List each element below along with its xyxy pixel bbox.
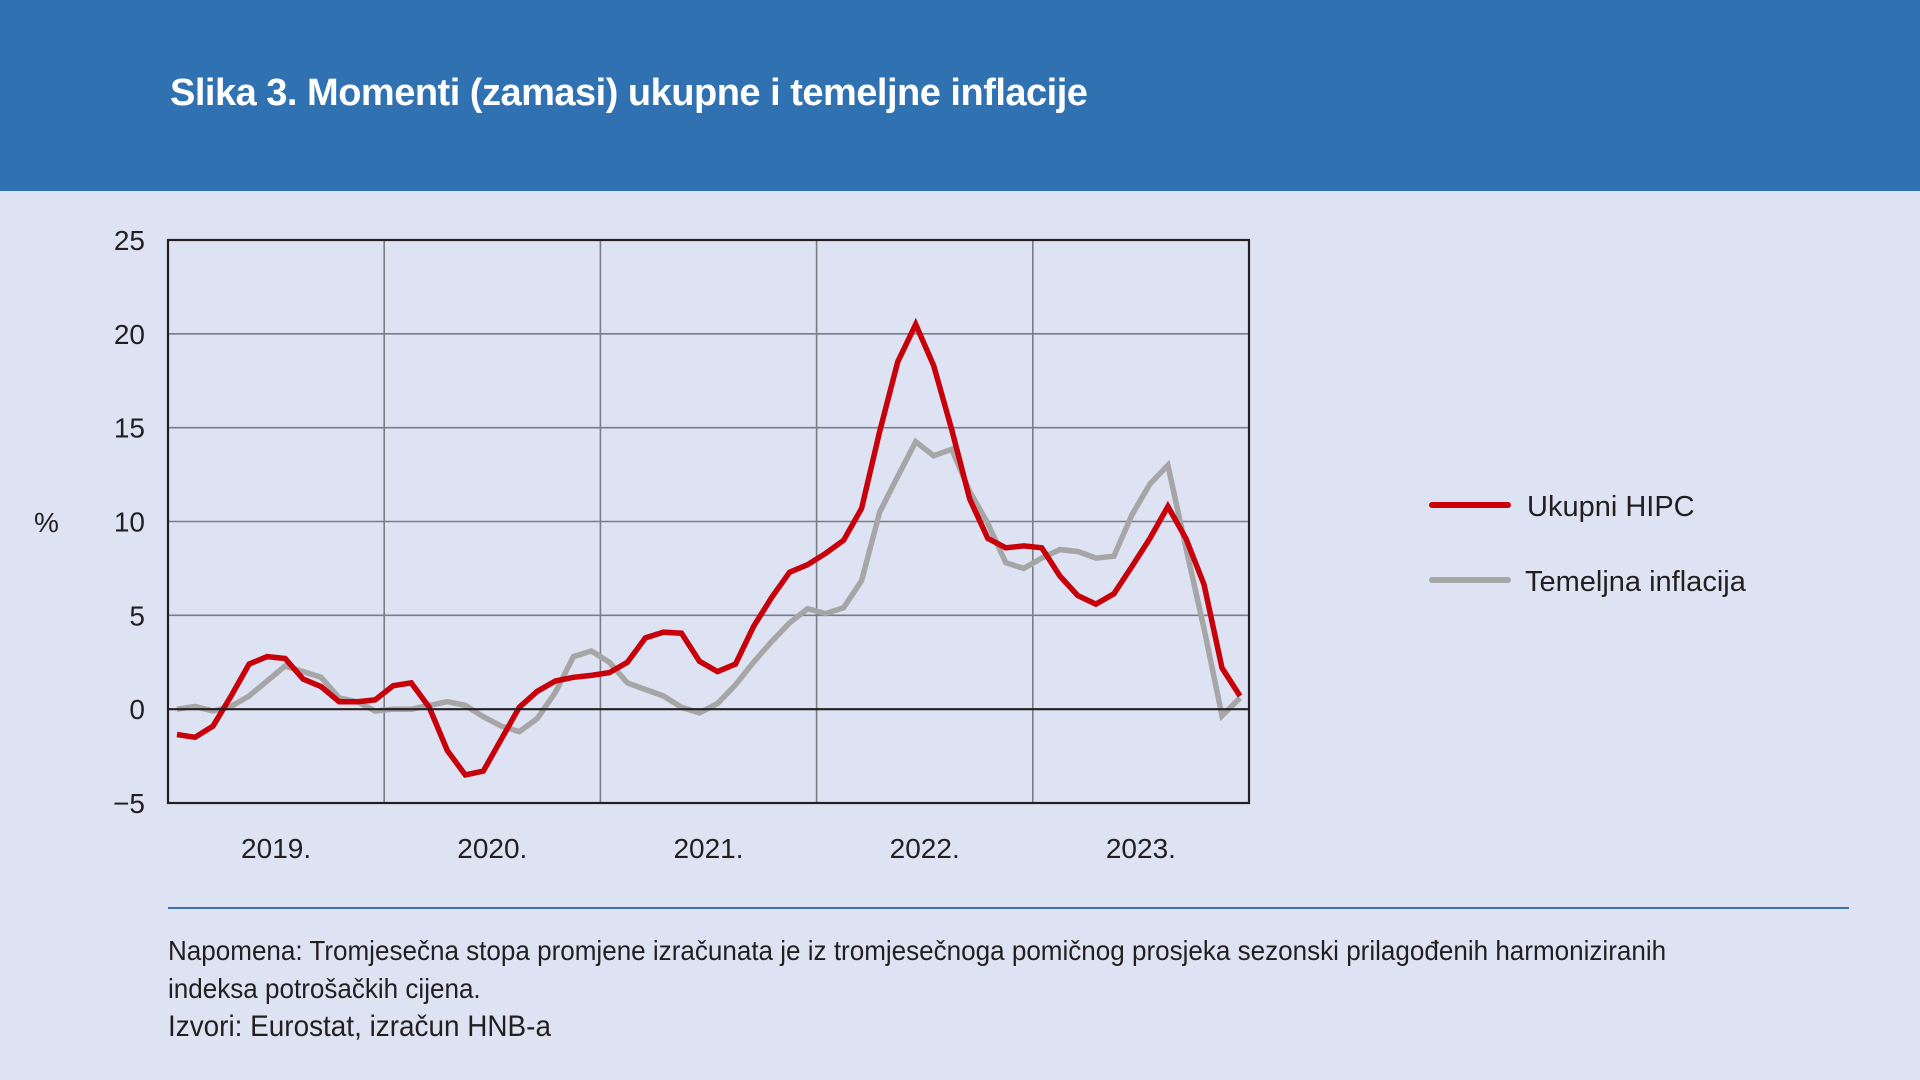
- y-tick-label: 5: [129, 600, 145, 631]
- figure-title: Slika 3. Momenti (zamasi) ukupne i temel…: [170, 72, 1088, 114]
- note-line-2: indeksa potrošačkih cijena.: [168, 973, 481, 1004]
- note-line-1: Napomena: Tromjesečna stopa promjene izr…: [168, 935, 1667, 966]
- x-tick-label: 2020.: [457, 833, 527, 864]
- x-tick-label: 2021.: [673, 833, 743, 864]
- series-line-temeljna-inflacija: [176, 437, 1242, 735]
- axis-labels: −5 0 5 10 15 20 25 2019. 2020. 2021. 2022. 2023.: [113, 225, 1176, 864]
- x-tick-label: 2022.: [890, 833, 960, 864]
- footer-divider: [168, 907, 1849, 909]
- frame-layer: [166, 238, 1251, 805]
- y-tick-label: −5: [113, 788, 145, 819]
- y-tick-label: 25: [114, 225, 145, 256]
- x-tick-label: 2023.: [1106, 833, 1176, 864]
- y-tick-label: 0: [129, 694, 145, 725]
- legend-label-temeljna-inflacija: Temeljna inflacija: [1525, 566, 1747, 598]
- legend-label-ukupni-hipc: Ukupni HIPC: [1527, 491, 1695, 523]
- series-line-ukupni-hipc: [176, 317, 1243, 778]
- footnote: Napomena: Tromjesečna stopa promjene izr…: [168, 932, 1749, 1046]
- x-tick-label: 2019.: [241, 833, 311, 864]
- y-tick-label: 15: [114, 413, 145, 444]
- sources: Izvori: Eurostat, izračun HNB-a: [168, 1010, 551, 1043]
- y-axis-unit-label: %: [34, 507, 59, 538]
- y-tick-label: 10: [114, 507, 145, 538]
- y-tick-label: 20: [114, 319, 145, 350]
- plot-frame: [166, 238, 1251, 805]
- legend: Ukupni HIPC Temeljna inflacija: [1429, 491, 1747, 598]
- figure-header: Slika 3. Momenti (zamasi) ukupne i temel…: [0, 0, 1920, 191]
- grid-layer: [168, 240, 1249, 803]
